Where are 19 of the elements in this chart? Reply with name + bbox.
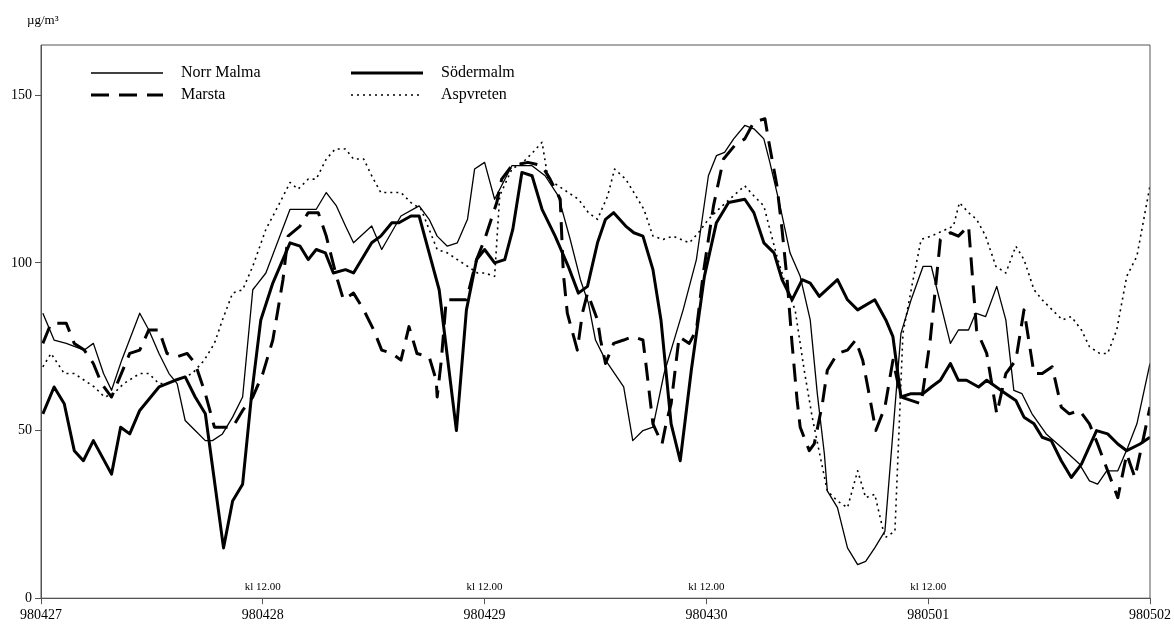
x-tick-label: 980501: [907, 607, 950, 623]
x-tick-label: 980428: [241, 607, 284, 623]
y-tick-label: 0: [25, 589, 32, 605]
annotation: kl 12.00: [466, 579, 504, 592]
y-tick-label: 50: [18, 422, 32, 438]
y-tick-label: 100: [11, 254, 32, 270]
legend-label: Aspvreten: [441, 85, 507, 104]
x-tick-label: 980429: [463, 607, 506, 623]
x-tick-label: 980427: [20, 607, 62, 623]
legend-label: Marsta: [181, 85, 226, 103]
legend-label: Norr Malma: [181, 63, 261, 81]
annotation: kl 12.00: [688, 579, 725, 592]
y-axis-title: µg/m³: [27, 11, 59, 27]
y-tick-label: 150: [11, 86, 32, 102]
annotation: kl 12.00: [910, 579, 947, 592]
annotation: kl 12.00: [244, 579, 282, 592]
x-tick-label: 980502: [1129, 607, 1171, 623]
legend-label: Södermalm: [441, 63, 516, 81]
x-tick-label: 980430: [685, 607, 728, 623]
